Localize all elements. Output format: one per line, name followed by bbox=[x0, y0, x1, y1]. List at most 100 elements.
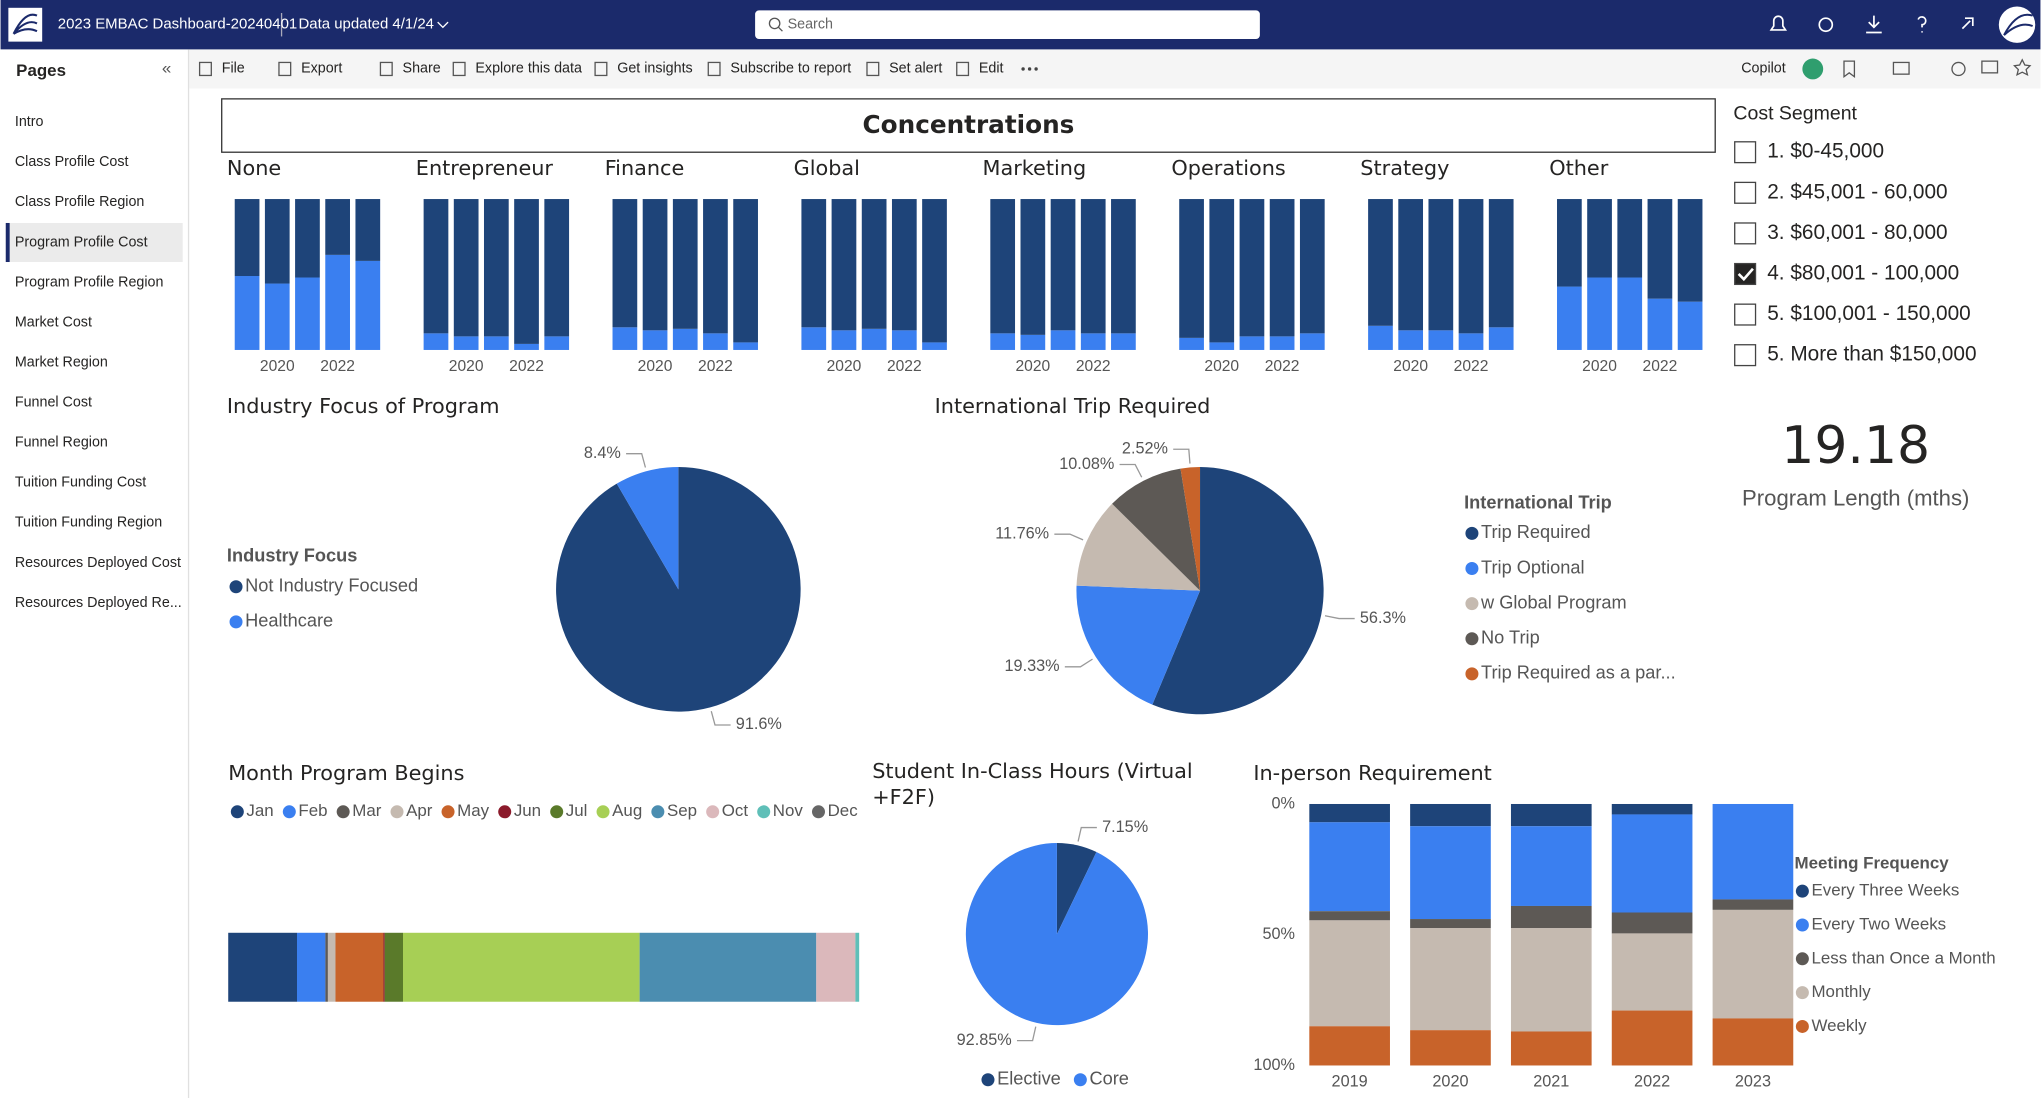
bar-segment bbox=[1309, 920, 1390, 1027]
x-tick-label: 2022 bbox=[1643, 358, 1678, 375]
legend-marker bbox=[1465, 667, 1479, 681]
search-placeholder[interactable]: Search bbox=[788, 16, 833, 32]
bar-segment bbox=[1410, 826, 1491, 920]
refresh-icon[interactable] bbox=[1951, 61, 1966, 77]
x-tick-label: 2022 bbox=[698, 358, 733, 375]
page-tab[interactable]: Resources Deployed Cost bbox=[15, 555, 181, 571]
bar-segment bbox=[1299, 333, 1325, 350]
legend-marker bbox=[390, 805, 404, 819]
help-icon[interactable] bbox=[1917, 16, 1927, 33]
bar-segment bbox=[1111, 333, 1136, 350]
bar-segment bbox=[861, 328, 887, 350]
view-icon[interactable] bbox=[1892, 61, 1910, 75]
bar-segment bbox=[423, 333, 449, 350]
page-tab[interactable]: Funnel Cost bbox=[15, 395, 92, 411]
legend-marker bbox=[229, 615, 243, 629]
page-tab[interactable]: Funnel Region bbox=[15, 435, 108, 451]
x-tick-label: 2022 bbox=[887, 358, 922, 375]
toolbar-item[interactable]: File bbox=[222, 61, 245, 77]
checkbox[interactable] bbox=[1734, 222, 1757, 245]
y-tick-label: 0% bbox=[1271, 794, 1295, 812]
share-icon[interactable] bbox=[1961, 17, 1974, 30]
favorite-icon[interactable] bbox=[2013, 58, 2032, 77]
panel-title: None bbox=[227, 156, 281, 180]
toolbar-item[interactable]: Share bbox=[403, 61, 441, 77]
more-icon[interactable] bbox=[1034, 67, 1038, 71]
collapse-icon[interactable]: « bbox=[162, 58, 171, 77]
checkmark bbox=[1737, 267, 1754, 282]
checkbox[interactable] bbox=[1734, 141, 1757, 164]
bar-segment bbox=[325, 932, 328, 1002]
page-tab[interactable]: Market Cost bbox=[15, 314, 92, 330]
search-box[interactable] bbox=[755, 10, 1260, 40]
bar-segment bbox=[855, 932, 860, 1002]
toolbar-item[interactable]: Explore this data bbox=[475, 61, 582, 77]
page-tab[interactable]: Program Profile Region bbox=[15, 274, 164, 290]
legend-label: Jun bbox=[514, 801, 541, 820]
page-tab[interactable]: Resources Deployed Re... bbox=[15, 595, 182, 611]
settings-icon[interactable] bbox=[1818, 17, 1834, 33]
toolbar-item[interactable]: Set alert bbox=[889, 61, 942, 77]
bar-segment bbox=[1269, 199, 1295, 337]
toolbar-item[interactable]: Export bbox=[301, 61, 342, 77]
checkbox[interactable] bbox=[1734, 344, 1757, 367]
slicer-title: Cost Segment bbox=[1733, 103, 1857, 125]
slicer-item[interactable]: 5. More than $150,000 bbox=[1767, 343, 1976, 366]
legend-label: Every Two Weeks bbox=[1811, 914, 1946, 933]
page-tab[interactable]: Class Profile Region bbox=[15, 194, 145, 210]
x-tick-label: 2020 bbox=[1393, 358, 1428, 375]
bookmark-icon[interactable] bbox=[1843, 60, 1856, 79]
legend-marker bbox=[981, 1073, 995, 1087]
bar-segment bbox=[1410, 1030, 1491, 1066]
slicer-item[interactable]: 5. $100,001 - 150,000 bbox=[1767, 302, 1971, 325]
bar-segment bbox=[335, 932, 384, 1002]
comment-icon[interactable] bbox=[1981, 60, 1999, 74]
page-tab[interactable]: Market Region bbox=[15, 354, 108, 370]
bar-segment bbox=[1611, 933, 1693, 1011]
page-tab[interactable]: Class Profile Cost bbox=[15, 154, 129, 170]
checkbox[interactable] bbox=[1734, 262, 1757, 286]
bar-segment bbox=[1410, 919, 1491, 929]
bar-segment bbox=[639, 932, 817, 1002]
data-updated[interactable]: Data updated 4/1/24 bbox=[298, 16, 434, 33]
legend-marker bbox=[550, 805, 564, 819]
bar-segment bbox=[1309, 911, 1390, 921]
legend-marker bbox=[1465, 597, 1479, 611]
toolbar-item[interactable]: Get insights bbox=[617, 61, 692, 77]
status-icon[interactable] bbox=[1802, 58, 1824, 80]
page-tab[interactable]: Intro bbox=[15, 114, 44, 130]
bar-segment bbox=[642, 199, 668, 331]
page-tab[interactable]: Program Profile Cost bbox=[15, 234, 148, 250]
bell-icon[interactable] bbox=[1769, 15, 1788, 31]
legend-marker bbox=[1073, 1073, 1087, 1087]
toolbar-icon bbox=[707, 61, 721, 77]
x-tick-label: 2020 bbox=[1432, 1073, 1468, 1091]
slicer-item[interactable]: 1. $0-45,000 bbox=[1767, 140, 1884, 163]
bar-segment bbox=[891, 330, 917, 350]
checkbox[interactable] bbox=[1734, 303, 1757, 326]
data-label: 19.33% bbox=[1004, 657, 1059, 675]
download-icon[interactable] bbox=[1866, 15, 1882, 34]
x-tick-label: 2020 bbox=[1582, 358, 1617, 375]
slicer-item[interactable]: 2. $45,001 - 60,000 bbox=[1767, 180, 1947, 203]
logo-mark bbox=[12, 13, 38, 35]
toolbar-item[interactable]: Subscribe to report bbox=[730, 61, 851, 77]
data-label: 56.3% bbox=[1360, 609, 1406, 627]
slicer-item[interactable]: 3. $60,001 - 80,000 bbox=[1767, 221, 1947, 244]
panel-title: Global bbox=[794, 156, 860, 180]
page-tab[interactable]: Tuition Funding Cost bbox=[15, 475, 146, 491]
toolbar-item[interactable]: Edit bbox=[979, 61, 1004, 77]
bar-segment bbox=[922, 342, 947, 350]
checkbox[interactable] bbox=[1734, 181, 1757, 204]
slicer-item[interactable]: 4. $80,001 - 100,000 bbox=[1767, 261, 1959, 284]
x-tick-label: 2022 bbox=[1076, 358, 1111, 375]
more-icon[interactable] bbox=[1027, 67, 1032, 71]
chevron[interactable] bbox=[437, 21, 449, 29]
legend-label: Every Three Weeks bbox=[1811, 881, 1959, 900]
leader-line bbox=[1173, 448, 1191, 464]
page-tab[interactable]: Tuition Funding Region bbox=[15, 515, 162, 531]
more-icon[interactable] bbox=[1021, 67, 1025, 71]
legend-marker bbox=[757, 805, 771, 819]
bar-segment bbox=[1557, 286, 1582, 350]
copilot-button[interactable]: Copilot bbox=[1741, 61, 1786, 77]
